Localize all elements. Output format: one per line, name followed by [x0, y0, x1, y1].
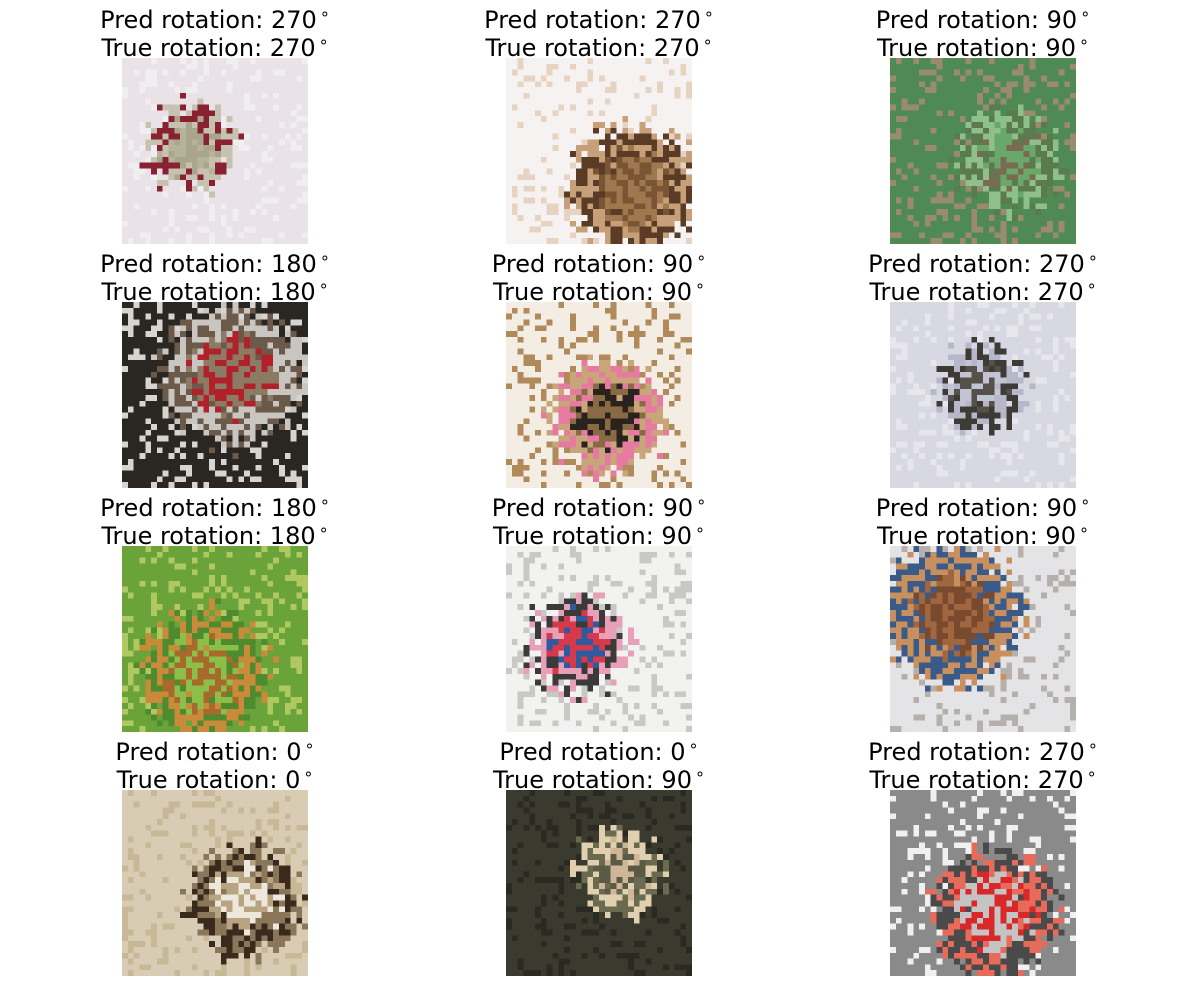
panel: Pred rotation: 90 ∘ True rotation: 90 ∘ [469, 244, 729, 488]
true-rotation-label: True rotation: 270 ∘ [853, 760, 1113, 794]
true-rotation-label: True rotation: 0 ∘ [85, 760, 345, 794]
degree-symbol: ∘ [694, 764, 705, 783]
rotated-image-thumbnail [890, 302, 1076, 488]
pred-rotation-text: Pred rotation: 270 [868, 738, 1085, 766]
rotated-image-thumbnail [506, 58, 692, 244]
pred-rotation-label: Pred rotation: 90 ∘ [853, 488, 1113, 522]
true-rotation-label: True rotation: 270 ∘ [469, 28, 729, 62]
true-rotation-label: True rotation: 90 ∘ [853, 516, 1113, 550]
pred-rotation-label: Pred rotation: 270 ∘ [85, 0, 345, 34]
pred-rotation-label: Pred rotation: 270 ∘ [853, 732, 1113, 766]
rotated-image-thumbnail [122, 790, 308, 976]
degree-symbol: ∘ [1080, 4, 1091, 23]
panel: Pred rotation: 270 ∘ True rotation: 270 ∘ [469, 0, 729, 244]
rotated-image-thumbnail [890, 546, 1076, 732]
degree-symbol: ∘ [1078, 32, 1089, 51]
true-rotation-label: True rotation: 270 ∘ [85, 28, 345, 62]
degree-symbol: ∘ [702, 32, 713, 51]
true-rotation-label: True rotation: 180 ∘ [85, 272, 345, 306]
true-rotation-label: True rotation: 270 ∘ [853, 272, 1113, 306]
true-rotation-text: True rotation: 90 [877, 522, 1076, 550]
degree-symbol: ∘ [696, 492, 707, 511]
true-rotation-label: True rotation: 90 ∘ [469, 760, 729, 794]
pred-rotation-text: Pred rotation: 0 [499, 738, 686, 766]
pred-rotation-text: Pred rotation: 90 [875, 6, 1078, 34]
pred-rotation-text: Pred rotation: 90 [875, 494, 1078, 522]
pred-rotation-text: Pred rotation: 270 [100, 6, 317, 34]
rotated-image-thumbnail [506, 546, 692, 732]
pred-rotation-label: Pred rotation: 90 ∘ [469, 488, 729, 522]
degree-symbol: ∘ [694, 520, 705, 539]
pred-rotation-text: Pred rotation: 90 [491, 250, 694, 278]
degree-symbol: ∘ [1080, 492, 1091, 511]
pred-rotation-text: Pred rotation: 90 [491, 494, 694, 522]
true-rotation-text: True rotation: 180 [101, 522, 316, 550]
true-rotation-text: True rotation: 270 [485, 34, 700, 62]
pred-rotation-label: Pred rotation: 0 ∘ [469, 732, 729, 766]
degree-symbol: ∘ [694, 276, 705, 295]
pred-rotation-text: Pred rotation: 270 [868, 250, 1085, 278]
panel: Pred rotation: 270 ∘ True rotation: 270 ∘ [853, 244, 1113, 488]
degree-symbol: ∘ [1078, 520, 1089, 539]
pred-rotation-label: Pred rotation: 0 ∘ [85, 732, 345, 766]
degree-symbol: ∘ [703, 4, 714, 23]
true-rotation-text: True rotation: 180 [101, 278, 316, 306]
pred-rotation-text: Pred rotation: 180 [100, 250, 317, 278]
rotated-image-thumbnail [506, 790, 692, 976]
degree-symbol: ∘ [319, 492, 330, 511]
degree-symbol: ∘ [688, 736, 699, 755]
true-rotation-text: True rotation: 270 [101, 34, 316, 62]
true-rotation-label: True rotation: 180 ∘ [85, 516, 345, 550]
pred-rotation-text: Pred rotation: 270 [484, 6, 701, 34]
panel: Pred rotation: 0 ∘ True rotation: 90 ∘ [469, 732, 729, 976]
pred-rotation-text: Pred rotation: 0 [115, 738, 302, 766]
true-rotation-text: True rotation: 270 [869, 766, 1084, 794]
panel: Pred rotation: 90 ∘ True rotation: 90 ∘ [853, 488, 1113, 732]
panel: Pred rotation: 90 ∘ True rotation: 90 ∘ [469, 488, 729, 732]
true-rotation-label: True rotation: 90 ∘ [469, 272, 729, 306]
panel: Pred rotation: 270 ∘ True rotation: 270 ∘ [853, 732, 1113, 976]
true-rotation-text: True rotation: 270 [869, 278, 1084, 306]
pred-rotation-label: Pred rotation: 180 ∘ [85, 488, 345, 522]
panel: Pred rotation: 180 ∘ True rotation: 180 ∘ [85, 488, 345, 732]
degree-symbol: ∘ [1087, 736, 1098, 755]
pred-rotation-label: Pred rotation: 90 ∘ [853, 0, 1113, 34]
degree-symbol: ∘ [318, 276, 329, 295]
pred-rotation-label: Pred rotation: 270 ∘ [853, 244, 1113, 278]
true-rotation-text: True rotation: 90 [493, 278, 692, 306]
true-rotation-label: True rotation: 90 ∘ [469, 516, 729, 550]
degree-symbol: ∘ [304, 736, 315, 755]
rotated-image-thumbnail [122, 58, 308, 244]
degree-symbol: ∘ [319, 4, 330, 23]
true-rotation-text: True rotation: 90 [493, 522, 692, 550]
rotated-image-thumbnail [122, 302, 308, 488]
pred-rotation-label: Pred rotation: 90 ∘ [469, 244, 729, 278]
pred-rotation-label: Pred rotation: 180 ∘ [85, 244, 345, 278]
degree-symbol: ∘ [1087, 248, 1098, 267]
degree-symbol: ∘ [318, 520, 329, 539]
pred-rotation-label: Pred rotation: 270 ∘ [469, 0, 729, 34]
rotated-image-thumbnail [122, 546, 308, 732]
true-rotation-text: True rotation: 0 [116, 766, 301, 794]
panel: Pred rotation: 180 ∘ True rotation: 180 ∘ [85, 244, 345, 488]
rotated-image-thumbnail [890, 58, 1076, 244]
pred-rotation-text: Pred rotation: 180 [100, 494, 317, 522]
true-rotation-text: True rotation: 90 [493, 766, 692, 794]
panel: Pred rotation: 90 ∘ True rotation: 90 ∘ [853, 0, 1113, 244]
degree-symbol: ∘ [1086, 764, 1097, 783]
degree-symbol: ∘ [303, 764, 314, 783]
rotated-image-thumbnail [890, 790, 1076, 976]
panel: Pred rotation: 270 ∘ True rotation: 270 ∘ [85, 0, 345, 244]
degree-symbol: ∘ [318, 32, 329, 51]
degree-symbol: ∘ [1086, 276, 1097, 295]
degree-symbol: ∘ [696, 248, 707, 267]
panel: Pred rotation: 0 ∘ True rotation: 0 ∘ [85, 732, 345, 976]
degree-symbol: ∘ [319, 248, 330, 267]
rotated-image-thumbnail [506, 302, 692, 488]
true-rotation-label: True rotation: 90 ∘ [853, 28, 1113, 62]
true-rotation-text: True rotation: 90 [877, 34, 1076, 62]
